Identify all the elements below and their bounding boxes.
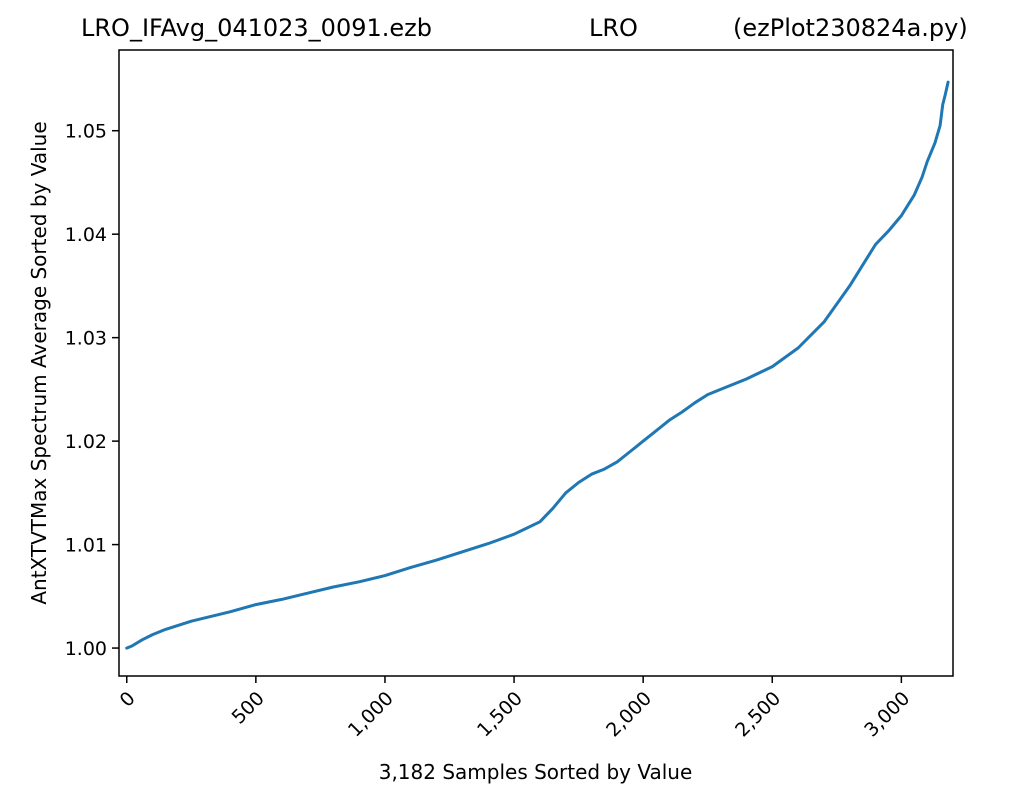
y-tick-label: 1.05 bbox=[65, 121, 107, 143]
chart-title-script: (ezPlot230824a.py) bbox=[733, 14, 968, 42]
x-tick-label: 1,000 bbox=[344, 687, 398, 741]
chart-title-station: LRO bbox=[589, 14, 638, 42]
plot-frame bbox=[118, 49, 954, 677]
x-tick-label: 1,500 bbox=[473, 687, 527, 741]
y-tick-label: 1.04 bbox=[65, 224, 107, 246]
y-tick-label: 1.00 bbox=[65, 638, 107, 660]
x-tick-label: 0 bbox=[116, 687, 140, 711]
y-tick-label: 1.03 bbox=[65, 328, 107, 350]
y-axis-label: AntXTVTMax Spectrum Average Sorted by Va… bbox=[27, 121, 51, 605]
x-tick-label: 2,500 bbox=[731, 687, 785, 741]
x-tick-label: 3,000 bbox=[860, 687, 914, 741]
chart-title-filename: LRO_IFAvg_041023_0091.ezb bbox=[81, 14, 432, 42]
x-tick-label: 500 bbox=[228, 687, 269, 728]
y-tick-label: 1.02 bbox=[65, 431, 107, 453]
series-line-0 bbox=[125, 80, 950, 650]
x-tick-label: 2,000 bbox=[602, 687, 656, 741]
x-axis-label: 3,182 Samples Sorted by Value bbox=[378, 760, 693, 784]
y-tick-label: 1.01 bbox=[65, 535, 107, 557]
